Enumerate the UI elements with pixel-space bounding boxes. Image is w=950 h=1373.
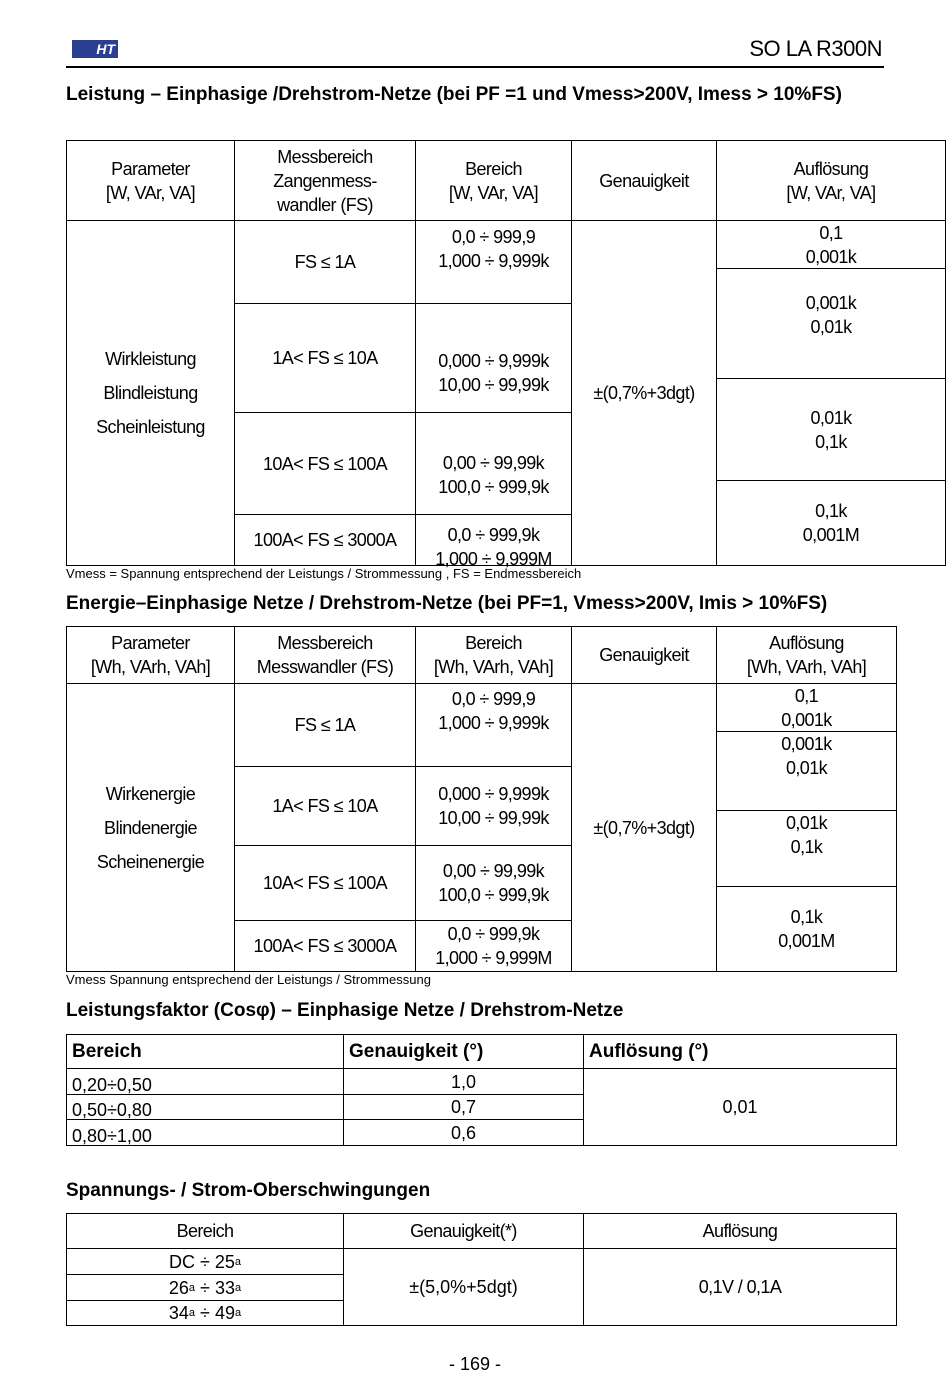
range-cell: 0,20÷0,50 xyxy=(66,1068,344,1095)
bereich-cell: 0,000 ÷ 9,999k 10,00 ÷ 99,99k xyxy=(415,303,572,413)
th-parameter: Parameter [W, VAr, VA] xyxy=(66,140,235,221)
resolution-cell: 0,1 0,001k xyxy=(716,220,946,269)
harmonic-range-cell: DC ÷ 25 a xyxy=(66,1248,344,1275)
resolution-cell: 0,1k 0,001M xyxy=(716,886,897,972)
section1-title: Leistung – Einphasige /Drehstrom-Netze (… xyxy=(66,84,842,105)
th-genauigkeit: Genauigkeit xyxy=(571,626,717,684)
th-genauigkeit: Genauigkeit(*) xyxy=(343,1213,584,1249)
th-messbereich: Messbereich Messwandler (FS) xyxy=(234,626,416,684)
th-parameter: Parameter [Wh, VArh, VAh] xyxy=(66,626,235,684)
section4-title: Spannungs- / Strom-Oberschwingungen xyxy=(66,1180,431,1201)
range-cell: 1A< FS ≤ 10A xyxy=(234,303,416,413)
accuracy-cell: 0,7 xyxy=(343,1094,584,1120)
bereich-cell: 0,0 ÷ 999,9 1,000 ÷ 9,999k xyxy=(415,683,572,767)
header-rule xyxy=(66,66,884,68)
bereich-cell: 0,00 ÷ 99,99k 100,0 ÷ 999,9k xyxy=(415,845,572,921)
ht-logo: HT xyxy=(72,40,118,58)
resolution-cell: 0,01k 0,1k xyxy=(716,378,946,481)
resolution-cell: 0,1 0,001k xyxy=(716,683,897,732)
bereich-cell: 0,0 ÷ 999,9k 1,000 ÷ 9,999M xyxy=(415,920,572,972)
range-cell: 10A< FS ≤ 100A xyxy=(234,845,416,921)
th-aufloesung: Auflösung (°) xyxy=(583,1034,897,1069)
accuracy-cell: 0,6 xyxy=(343,1119,584,1146)
th-aufloesung: Auflösung [W, VAr, VA] xyxy=(716,140,946,221)
page-number: - 169 - xyxy=(448,1354,502,1373)
parameter-cell: Wirkenergie Blindenergie Scheinenergie xyxy=(66,683,235,972)
range-cell: FS ≤ 1A xyxy=(234,683,416,767)
resolution-cell: 0,001k 0,01k xyxy=(716,268,946,379)
accuracy-cell: 1,0 xyxy=(343,1068,584,1095)
parameter-cell: Wirkleistung Blindleistung Scheinleistun… xyxy=(66,220,235,566)
range-cell: 100A< FS ≤ 3000A xyxy=(234,514,416,566)
th-genauigkeit: Genauigkeit (°) xyxy=(343,1034,584,1069)
bereich-cell: 0,000 ÷ 9,999k 10,00 ÷ 99,99k xyxy=(415,766,572,846)
harmonic-range-cell: 26 a ÷ 33 a xyxy=(66,1274,344,1301)
resolution-cell: 0,1V / 0,1A xyxy=(583,1248,897,1326)
range-cell: FS ≤ 1A xyxy=(234,220,416,304)
harmonic-range-cell: 34 a ÷ 49 a xyxy=(66,1300,344,1326)
bereich-cell: 0,00 ÷ 99,99k 100,0 ÷ 999,9k xyxy=(415,412,572,515)
range-cell: 10A< FS ≤ 100A xyxy=(234,412,416,515)
section1-note: Vmess = Spannung entsprechend der Leistu… xyxy=(66,566,582,581)
th-bereich: Bereich xyxy=(66,1213,344,1249)
bereich-cell: 0,0 ÷ 999,9k 1,000 ÷ 9,999M xyxy=(415,514,572,569)
th-bereich: Bereich xyxy=(66,1034,344,1069)
accuracy-cell: ±(0,7%+3dgt) xyxy=(571,683,717,972)
section2-note: Vmess Spannung entsprechend der Leistung… xyxy=(66,972,431,987)
resolution-cell: 0,001k 0,01k xyxy=(716,731,897,811)
resolution-cell: 0,01k 0,1k xyxy=(716,810,897,887)
th-messbereich: Messbereich Zangenmess- wandler (FS) xyxy=(234,140,416,221)
range-cell: 1A< FS ≤ 10A xyxy=(234,766,416,846)
resolution-cell: 0,1k 0,001M xyxy=(716,480,946,566)
range-cell: 0,80÷1,00 xyxy=(66,1119,344,1146)
th-bereich: Bereich [Wh, VArh, VAh] xyxy=(415,626,572,684)
range-cell: 0,50÷0,80 xyxy=(66,1094,344,1120)
th-aufloesung: Auflösung [Wh, VArh, VAh] xyxy=(716,626,897,684)
th-aufloesung: Auflösung xyxy=(583,1213,897,1249)
th-genauigkeit: Genauigkeit xyxy=(571,140,717,221)
resolution-cell: 0,01 xyxy=(583,1068,897,1146)
bereich-cell: 0,0 ÷ 999,9 1,000 ÷ 9,999k xyxy=(415,220,572,304)
th-bereich: Bereich [W, VAr, VA] xyxy=(415,140,572,221)
accuracy-cell: ±(0,7%+3dgt) xyxy=(571,220,717,566)
range-cell: 100A< FS ≤ 3000A xyxy=(234,920,416,972)
model-name: SO LA R300N xyxy=(749,36,882,61)
section2-title: Energie–Einphasige Netze / Drehstrom-Net… xyxy=(66,593,828,614)
section3-title: Leistungsfaktor (Cosφ) – Einphasige Netz… xyxy=(66,1000,624,1021)
accuracy-cell: ±(5,0%+5dgt) xyxy=(343,1248,584,1326)
